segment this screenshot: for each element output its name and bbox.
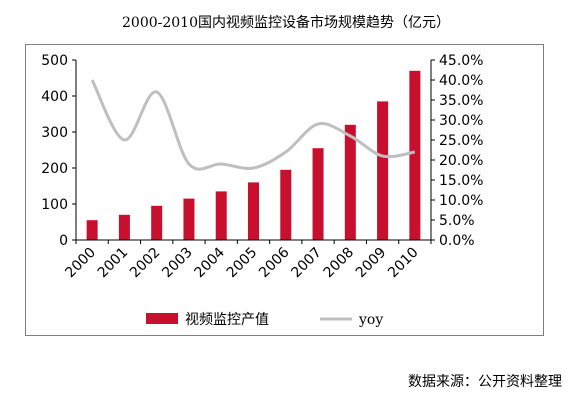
- x-tick-label: 2004: [192, 244, 229, 281]
- right-tick-label: 20.0%: [439, 153, 483, 169]
- left-tick-label: 400: [41, 89, 68, 105]
- legend-label-line: yoy: [358, 312, 383, 328]
- bar-2005: [248, 182, 259, 240]
- right-tick-label: 10.0%: [439, 193, 483, 209]
- right-tick-label: 30.0%: [439, 113, 483, 129]
- right-tick-label: 40.0%: [439, 73, 483, 89]
- bar-2001: [118, 214, 130, 240]
- x-tick-label: 2003: [159, 245, 196, 282]
- x-tick-label: 2009: [353, 245, 390, 282]
- right-tick-label: 5.0%: [439, 213, 475, 229]
- right-tick-label: 45.0%: [439, 53, 483, 69]
- right-tick-label: 35.0%: [439, 93, 483, 109]
- x-tick-label: 2005: [224, 245, 261, 282]
- right-tick-label: 15.0%: [439, 173, 483, 189]
- right-tick-label: 25.0%: [439, 133, 483, 149]
- bar-2006: [280, 169, 292, 240]
- source-note: 数据来源：公开资料整理: [408, 374, 562, 390]
- left-tick-label: 500: [41, 53, 68, 69]
- x-tick-label: 2007: [288, 245, 325, 282]
- x-tick-label: 2010: [385, 245, 422, 282]
- x-tick-label: 2008: [321, 245, 358, 282]
- bar-2010: [409, 70, 421, 240]
- bar-2007: [312, 148, 324, 240]
- chart-frame: [25, 44, 544, 336]
- left-tick-label: 100: [41, 197, 68, 213]
- chart-title: 2000-2010国内视频监控设备市场规模趋势（亿元）: [122, 15, 450, 31]
- left-tick-label: 300: [41, 125, 68, 141]
- left-tick-label: 200: [41, 161, 68, 177]
- x-tick-label: 2002: [127, 245, 164, 282]
- yoy-line: [90, 79, 416, 171]
- bar-2008: [344, 124, 356, 240]
- x-tick-label: 2001: [95, 245, 132, 282]
- legend-label-bar: 视频监控产值: [185, 312, 269, 328]
- x-tick-label: 2006: [256, 244, 293, 281]
- right-tick-label: 0.0%: [439, 233, 475, 249]
- x-tick-label: 2000: [62, 245, 99, 282]
- bar-2003: [183, 198, 195, 240]
- left-tick-label: 0: [59, 233, 68, 249]
- bar-2004: [215, 191, 227, 240]
- bar-2002: [151, 205, 163, 240]
- bar-2000: [86, 220, 98, 240]
- bar-2009: [377, 101, 389, 241]
- legend-swatch-bar: [146, 313, 178, 324]
